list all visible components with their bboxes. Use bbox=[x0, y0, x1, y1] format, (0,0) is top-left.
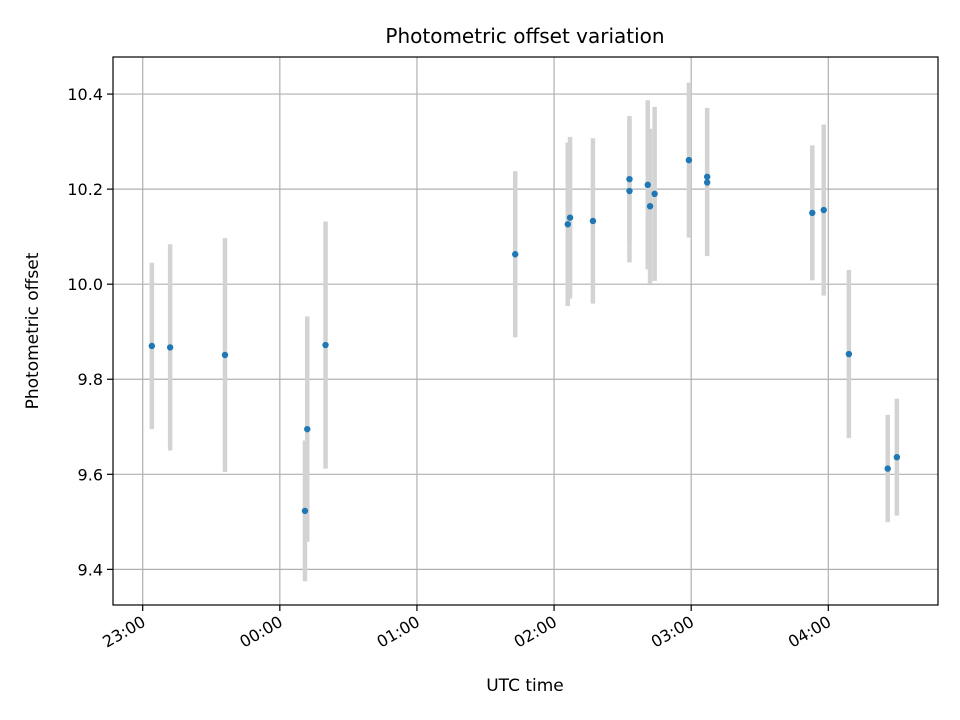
data-point bbox=[703, 179, 711, 186]
data-point bbox=[322, 341, 329, 349]
grid bbox=[113, 57, 938, 605]
y-axis: 9.4 9.6 9.8 10.0 10.2 10.4 bbox=[67, 85, 113, 579]
data-point bbox=[820, 206, 827, 214]
data-point bbox=[566, 214, 574, 221]
data-point bbox=[893, 453, 901, 461]
chart-title: Photometric offset variation bbox=[385, 24, 664, 48]
y-tick-label: 9.4 bbox=[78, 560, 103, 579]
y-tick-label: 9.6 bbox=[78, 465, 103, 484]
data-point bbox=[148, 342, 156, 350]
data-point bbox=[651, 190, 658, 198]
plot-frame bbox=[112, 56, 939, 606]
data-point bbox=[845, 350, 853, 358]
y-axis-title: Photometric offset bbox=[23, 252, 43, 409]
data-point bbox=[685, 156, 693, 164]
data-point bbox=[626, 187, 633, 195]
data-point bbox=[589, 217, 597, 225]
y-tick-label: 10.0 bbox=[67, 275, 103, 294]
data-point bbox=[301, 507, 309, 515]
data-point bbox=[626, 175, 633, 183]
data-points bbox=[148, 156, 901, 515]
y-tick-label: 9.8 bbox=[78, 370, 103, 389]
data-point bbox=[221, 351, 229, 359]
data-point bbox=[646, 203, 654, 210]
data-point bbox=[703, 173, 711, 180]
data-point bbox=[644, 181, 651, 189]
data-point bbox=[884, 465, 891, 472]
data-point bbox=[512, 251, 519, 258]
x-axis-title: UTC time bbox=[486, 676, 564, 696]
data-point bbox=[304, 425, 311, 433]
data-point bbox=[166, 344, 174, 351]
y-tick-label: 10.2 bbox=[67, 180, 103, 199]
data-point bbox=[809, 209, 816, 217]
y-tick-label: 10.4 bbox=[67, 85, 103, 104]
data-point bbox=[564, 221, 571, 228]
